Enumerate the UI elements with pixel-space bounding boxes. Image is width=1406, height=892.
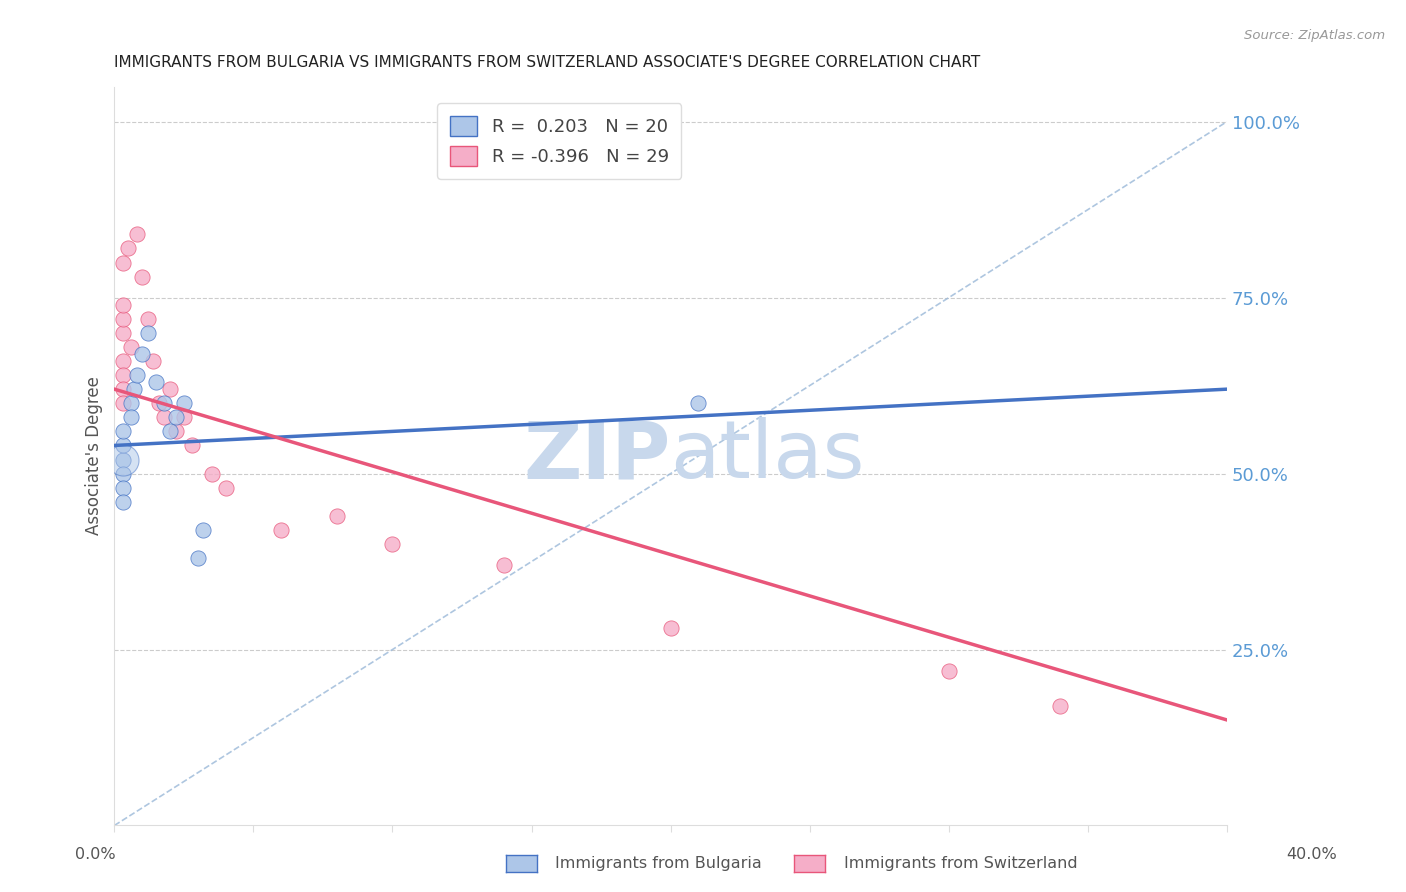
- Point: [120, 340, 142, 354]
- Point: [153, 410, 176, 425]
- Point: [938, 664, 960, 678]
- Point: [381, 537, 404, 551]
- Point: [131, 269, 153, 284]
- Point: [111, 311, 134, 326]
- Point: [165, 410, 187, 425]
- Point: [173, 396, 195, 410]
- Point: [111, 382, 134, 396]
- Point: [111, 481, 134, 495]
- Point: [117, 242, 139, 256]
- Text: atlas: atlas: [671, 417, 865, 495]
- Point: [111, 495, 134, 509]
- Point: [142, 354, 165, 368]
- Point: [125, 227, 148, 242]
- Text: 40.0%: 40.0%: [1286, 847, 1337, 862]
- Point: [201, 467, 224, 481]
- Point: [659, 622, 682, 636]
- Point: [187, 551, 209, 566]
- Text: Immigrants from Switzerland: Immigrants from Switzerland: [844, 856, 1077, 871]
- Text: ZIP: ZIP: [523, 417, 671, 495]
- Point: [173, 410, 195, 425]
- Point: [111, 467, 134, 481]
- Point: [136, 311, 159, 326]
- Point: [165, 425, 187, 439]
- Point: [111, 425, 134, 439]
- Point: [326, 508, 349, 523]
- Point: [111, 255, 134, 269]
- Point: [688, 396, 710, 410]
- Point: [159, 382, 181, 396]
- Point: [159, 425, 181, 439]
- Point: [122, 382, 145, 396]
- Point: [148, 396, 170, 410]
- Y-axis label: Associate's Degree: Associate's Degree: [86, 376, 103, 535]
- Point: [492, 558, 515, 573]
- Text: 0.0%: 0.0%: [76, 847, 115, 862]
- Point: [193, 523, 215, 537]
- Point: [153, 396, 176, 410]
- Point: [111, 354, 134, 368]
- Point: [270, 523, 292, 537]
- Point: [111, 452, 134, 467]
- Point: [125, 368, 148, 383]
- Point: [111, 396, 134, 410]
- Point: [111, 368, 134, 383]
- Point: [120, 396, 142, 410]
- Point: [111, 298, 134, 312]
- Point: [136, 326, 159, 340]
- Legend: R =  0.203   N = 20, R = -0.396   N = 29: R = 0.203 N = 20, R = -0.396 N = 29: [437, 103, 682, 179]
- Point: [1049, 698, 1071, 713]
- Point: [131, 347, 153, 361]
- Point: [181, 438, 204, 452]
- Text: IMMIGRANTS FROM BULGARIA VS IMMIGRANTS FROM SWITZERLAND ASSOCIATE'S DEGREE CORRE: IMMIGRANTS FROM BULGARIA VS IMMIGRANTS F…: [114, 55, 980, 70]
- Text: Immigrants from Bulgaria: Immigrants from Bulgaria: [555, 856, 762, 871]
- Point: [120, 410, 142, 425]
- Point: [214, 481, 236, 495]
- Point: [111, 438, 134, 452]
- Point: [111, 326, 134, 340]
- Text: Source: ZipAtlas.com: Source: ZipAtlas.com: [1244, 29, 1385, 42]
- Point: [145, 375, 167, 389]
- Point: [111, 452, 134, 467]
